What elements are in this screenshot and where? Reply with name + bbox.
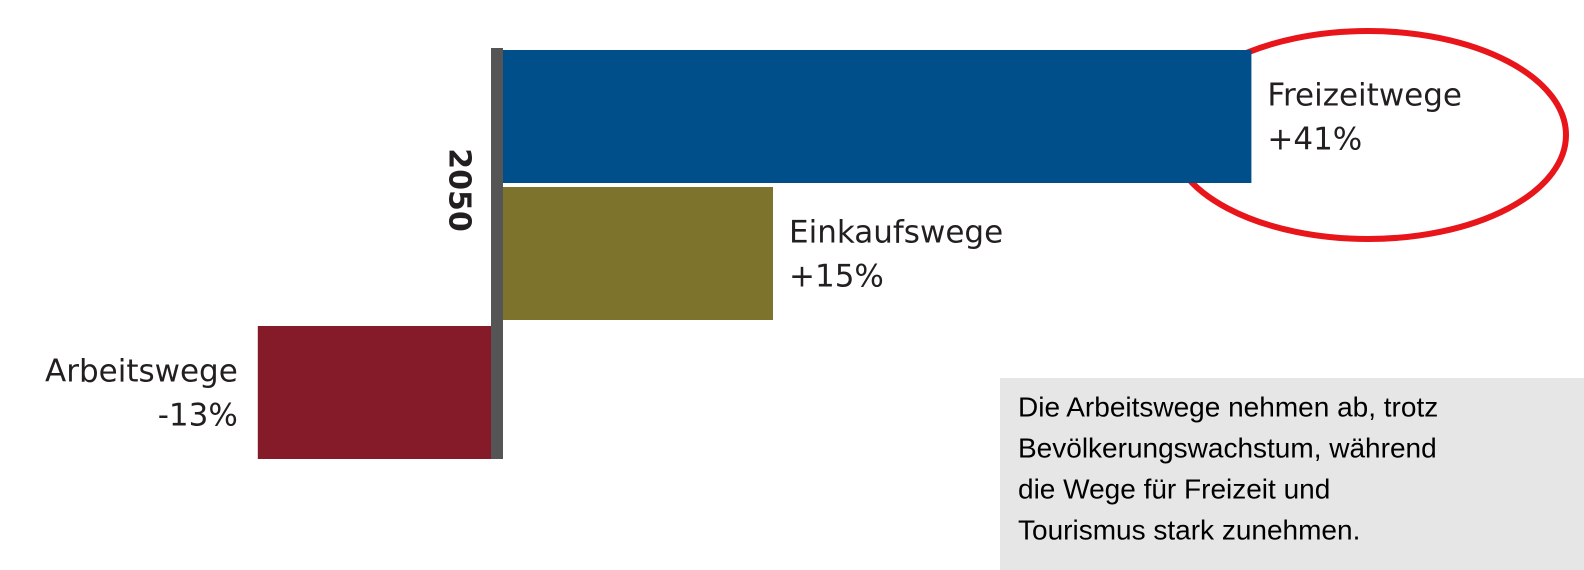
category-label: Arbeitswege — [45, 354, 238, 390]
bar — [257, 326, 497, 459]
value-label: +41% — [1267, 122, 1362, 158]
annotation-line: die Wege für Freizeit und — [1018, 473, 1330, 504]
annotation-box — [1000, 378, 1584, 570]
annotation-line: Tourismus stark zunehmen. — [1018, 514, 1360, 545]
value-label: +15% — [789, 259, 884, 295]
value-label: -13% — [158, 398, 238, 434]
bar — [497, 187, 773, 320]
annotation-line: Bevölkerungswachstum, während — [1018, 432, 1437, 463]
bar — [497, 50, 1252, 183]
axis-label: 2050 — [442, 148, 477, 232]
category-label: Freizeitwege — [1267, 78, 1462, 114]
annotation-line: Die Arbeitswege nehmen ab, trotz — [1018, 391, 1438, 422]
zero-line — [491, 48, 503, 459]
category-label: Einkaufswege — [789, 215, 1003, 251]
